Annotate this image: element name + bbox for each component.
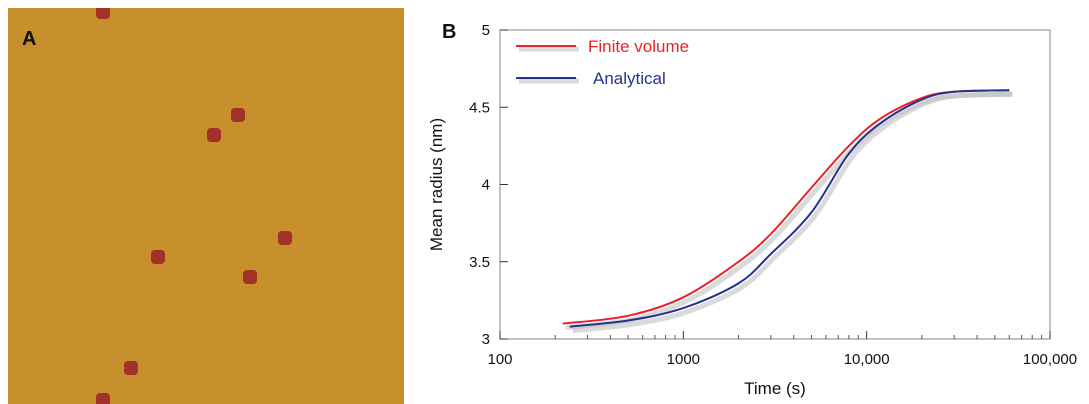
panel-a-micrograph: A [8,8,404,404]
particle [123,361,138,376]
curves [562,89,1013,334]
panel-b-letter: B [442,21,456,43]
plot-frame [499,29,1051,340]
x-axis-label: Time (s) [744,379,806,398]
x-tick-label: 1000 [667,351,700,368]
x-tick-label: 10,000 [844,351,890,368]
particle [242,270,257,285]
panel-b-chart: B 100 1000 10,000 100,000 3 3.5 4 4.5 5 Finite … [427,21,1077,398]
particle [151,250,166,265]
y-tick-label: 3.5 [469,254,490,271]
legend-label: Analytical [593,69,666,88]
particle [206,127,221,142]
panel-a-letter: A [22,28,37,50]
y-axis-label: Mean radius (nm) [427,118,446,251]
particle [278,230,293,245]
particle [96,393,111,404]
x-tick-label: 100,000 [1023,351,1077,368]
series-shadow [572,91,1013,334]
y-tick-label: 4.5 [469,99,490,116]
series-line-finite-volume [562,89,1010,325]
legend: Finite volume Analytical [516,37,689,88]
particle [96,8,111,19]
y-tick-label: 4 [482,177,490,194]
series-shadow [565,91,1013,331]
series-line-analytical [569,89,1010,328]
x-axis: 100 1000 10,000 100,000 [487,331,1077,368]
y-tick-label: 3 [482,331,490,348]
y-tick-label: 5 [482,22,490,39]
minor-ticks [554,335,1043,339]
x-tick-label: 100 [487,351,512,368]
y-axis: 3 3.5 4 4.5 5 [469,22,508,348]
particle [230,107,245,122]
legend-label: Finite volume [588,37,689,56]
